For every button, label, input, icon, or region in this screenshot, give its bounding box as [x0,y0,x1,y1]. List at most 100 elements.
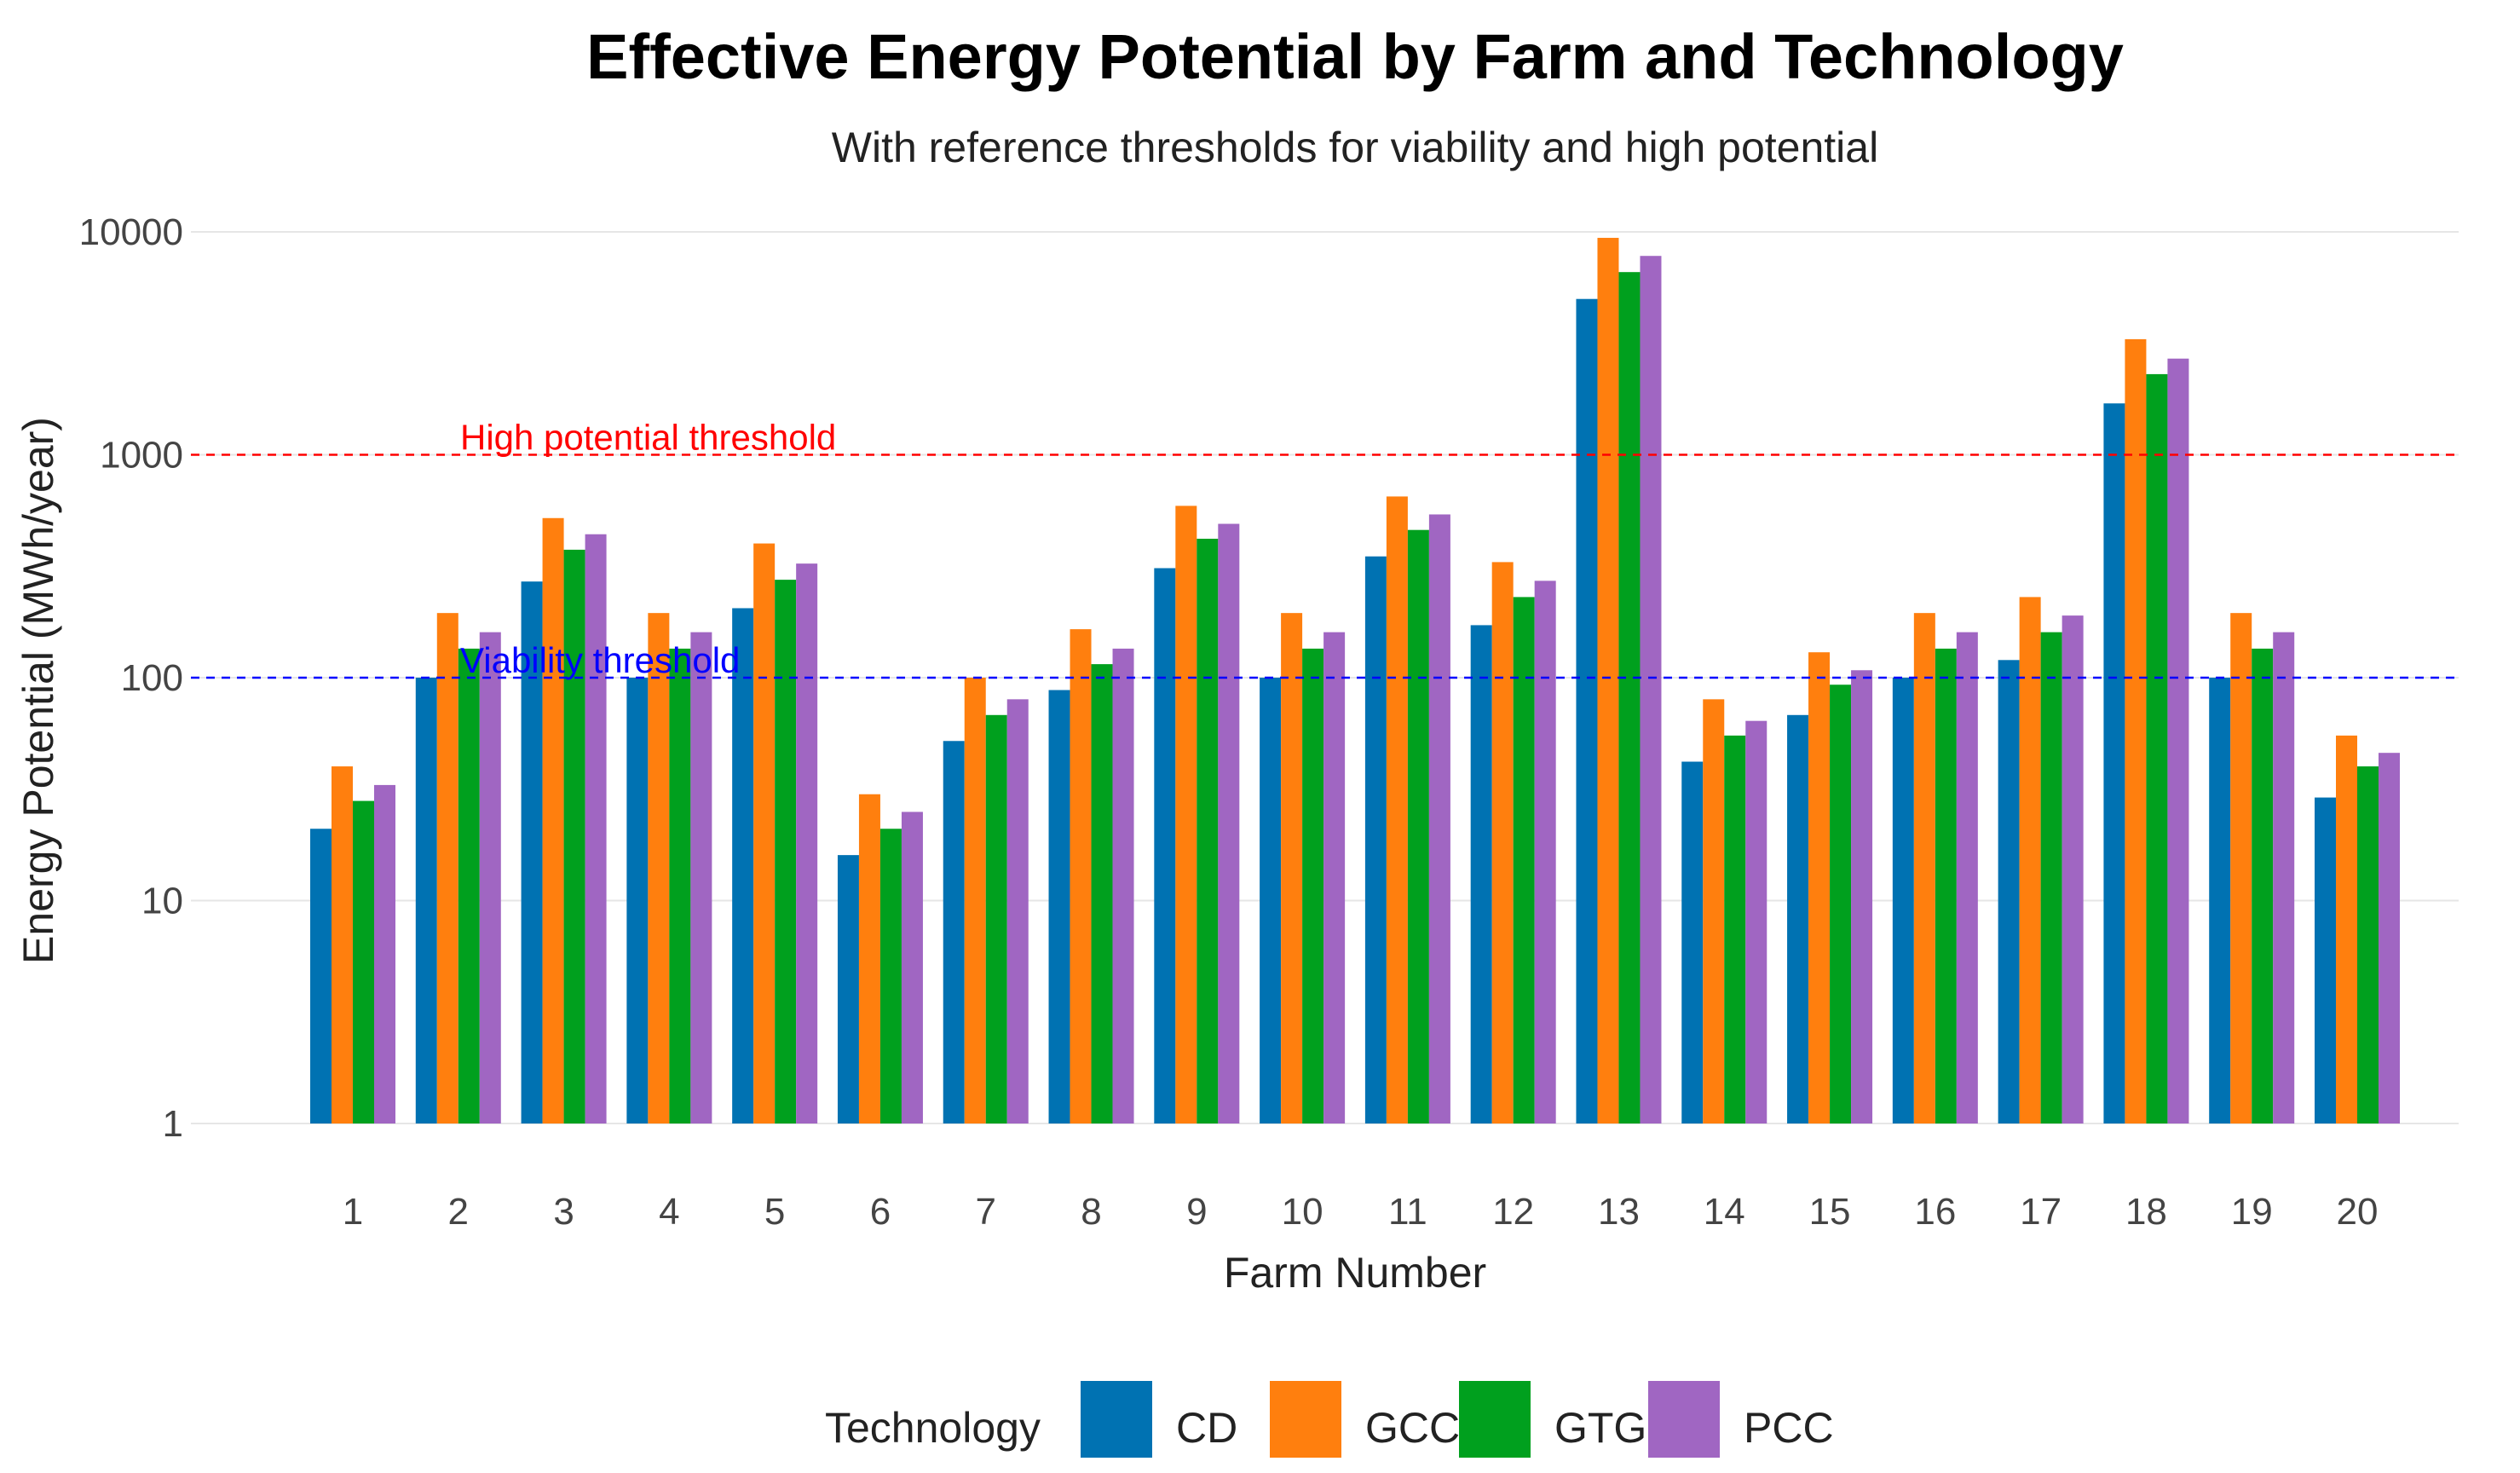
legend-label: GTG [1554,1404,1646,1452]
legend-label: PCC [1744,1404,1834,1452]
bar-farm-2-gcc [436,613,458,1124]
bar-farm-3-gtg [563,549,585,1124]
bar-farm-1-pcc [374,784,395,1124]
y-tick-label: 1000 [100,435,183,477]
legend-key-gcc [1270,1381,1341,1458]
bar-farm-14-gcc [1703,699,1725,1124]
bar-farm-11-gcc [1386,496,1408,1124]
bar-farm-12-cd [1470,625,1492,1124]
bar-farm-4-gtg [669,648,691,1124]
x-tick-label: 16 [1914,1191,1956,1233]
bar-farm-10-gcc [1281,613,1303,1124]
bar-farm-15-cd [1787,714,1809,1124]
y-tick-label: 100 [121,657,183,699]
bar-farm-17-pcc [2062,615,2084,1124]
legend-label: CD [1176,1404,1237,1452]
x-tick-label: 6 [870,1191,891,1233]
bar-farm-6-pcc [901,812,923,1124]
x-tick-label: 11 [1388,1191,1427,1233]
bar-farm-3-pcc [585,534,607,1124]
bar-farm-6-gtg [879,829,902,1124]
bar-farm-17-cd [1998,660,2020,1124]
y-tick-label: 10000 [79,211,183,253]
bar-farm-17-gcc [2019,597,2041,1124]
x-tick-label: 8 [1081,1191,1101,1233]
bar-farm-16-gcc [1913,613,1935,1124]
reference-lines: High potential threshold Viability thresh… [191,418,2459,680]
y-axis: 1 10 100 1000 10000 [79,211,183,1145]
reference-line-label: High potential threshold [460,418,836,458]
bar-farm-19-cd [2209,678,2231,1124]
bar-farm-20-gcc [2336,735,2357,1124]
bar-farm-16-cd [1892,678,1914,1124]
x-tick-label: 17 [2020,1191,2062,1233]
bar-farm-1-gcc [332,766,353,1124]
bar-farm-20-pcc [2379,753,2400,1124]
reference-line-label: Viability threshold [460,640,740,680]
bar-farm-6-cd [837,855,859,1124]
x-tick-label: 9 [1186,1191,1207,1233]
legend-key-gtg [1459,1381,1531,1458]
bar-farm-20-gtg [2357,766,2379,1124]
x-tick-label: 4 [659,1191,679,1233]
x-tick-label: 1 [343,1191,363,1233]
chart-title: Effective Energy Potential by Farm and T… [586,21,2124,92]
bar-farm-7-pcc [1006,699,1029,1124]
bar-farm-19-pcc [2273,632,2295,1124]
bar-farm-14-pcc [1745,720,1767,1124]
bar-farm-11-gtg [1407,529,1429,1124]
bar-farm-9-cd [1154,568,1176,1124]
chart-subtitle: With reference thresholds for viability … [832,124,1878,171]
bar-farm-15-pcc [1851,670,1873,1124]
x-axis-title: Farm Number [1224,1249,1486,1297]
bar-farm-18-gcc [2125,338,2147,1124]
x-tick-label: 20 [2337,1191,2379,1233]
bar-farm-3-gcc [542,517,564,1124]
bar-farm-19-gcc [2230,613,2252,1124]
x-tick-label: 3 [553,1191,574,1233]
bar-farm-10-pcc [1323,632,1346,1124]
bar-farm-11-cd [1364,556,1387,1124]
bar-farm-12-gtg [1513,597,1535,1124]
bar-farm-17-gtg [2040,632,2062,1124]
bar-farm-14-cd [1681,761,1704,1124]
x-tick-label: 18 [2125,1191,2167,1233]
bar-farm-12-pcc [1534,581,1556,1124]
x-tick-label: 14 [1704,1191,1745,1233]
bar-farm-5-pcc [796,563,818,1124]
x-tick-label: 10 [1282,1191,1323,1233]
legend: Technology CD GCC GTG PCC [825,1381,1834,1458]
bar-farm-18-pcc [2167,358,2189,1124]
bar-farm-18-gtg [2146,373,2168,1124]
legend-title: Technology [825,1404,1041,1452]
y-tick-label: 10 [141,881,183,922]
x-tick-label: 12 [1492,1191,1534,1233]
x-tick-label: 5 [764,1191,785,1233]
bar-farm-20-cd [2315,797,2336,1124]
bar-farm-2-gtg [458,648,480,1124]
bar-farm-4-cd [626,678,649,1124]
y-axis-title: Energy Potential (MWh/year) [14,417,62,964]
bar-farm-4-gcc [648,613,670,1124]
bar-farm-7-gcc [964,678,986,1124]
bar-farm-13-pcc [1640,256,1662,1124]
bar-farm-10-gtg [1302,648,1324,1124]
bar-farm-1-cd [310,829,332,1124]
bar-farm-19-gtg [2252,648,2274,1124]
x-tick-label: 7 [975,1191,995,1233]
bar-farm-4-pcc [690,632,712,1124]
bar-farm-6-gcc [858,794,880,1124]
bar-farm-9-pcc [1218,523,1240,1124]
legend-key-pcc [1648,1381,1720,1458]
bar-farm-7-cd [943,741,965,1124]
bar-farm-8-cd [1048,690,1070,1124]
bar-farm-1-gtg [353,800,374,1124]
x-tick-label: 19 [2231,1191,2273,1233]
bar-farm-11-pcc [1428,514,1450,1124]
x-axis: 1 2 3 4 5 6 7 8 9 10 11 12 13 14 15 16 17 18 19 20 [343,1191,2379,1233]
bar-farm-8-gtg [1091,664,1113,1124]
bar-farm-13-gcc [1597,238,1619,1124]
bar-farm-18-cd [2103,403,2125,1124]
